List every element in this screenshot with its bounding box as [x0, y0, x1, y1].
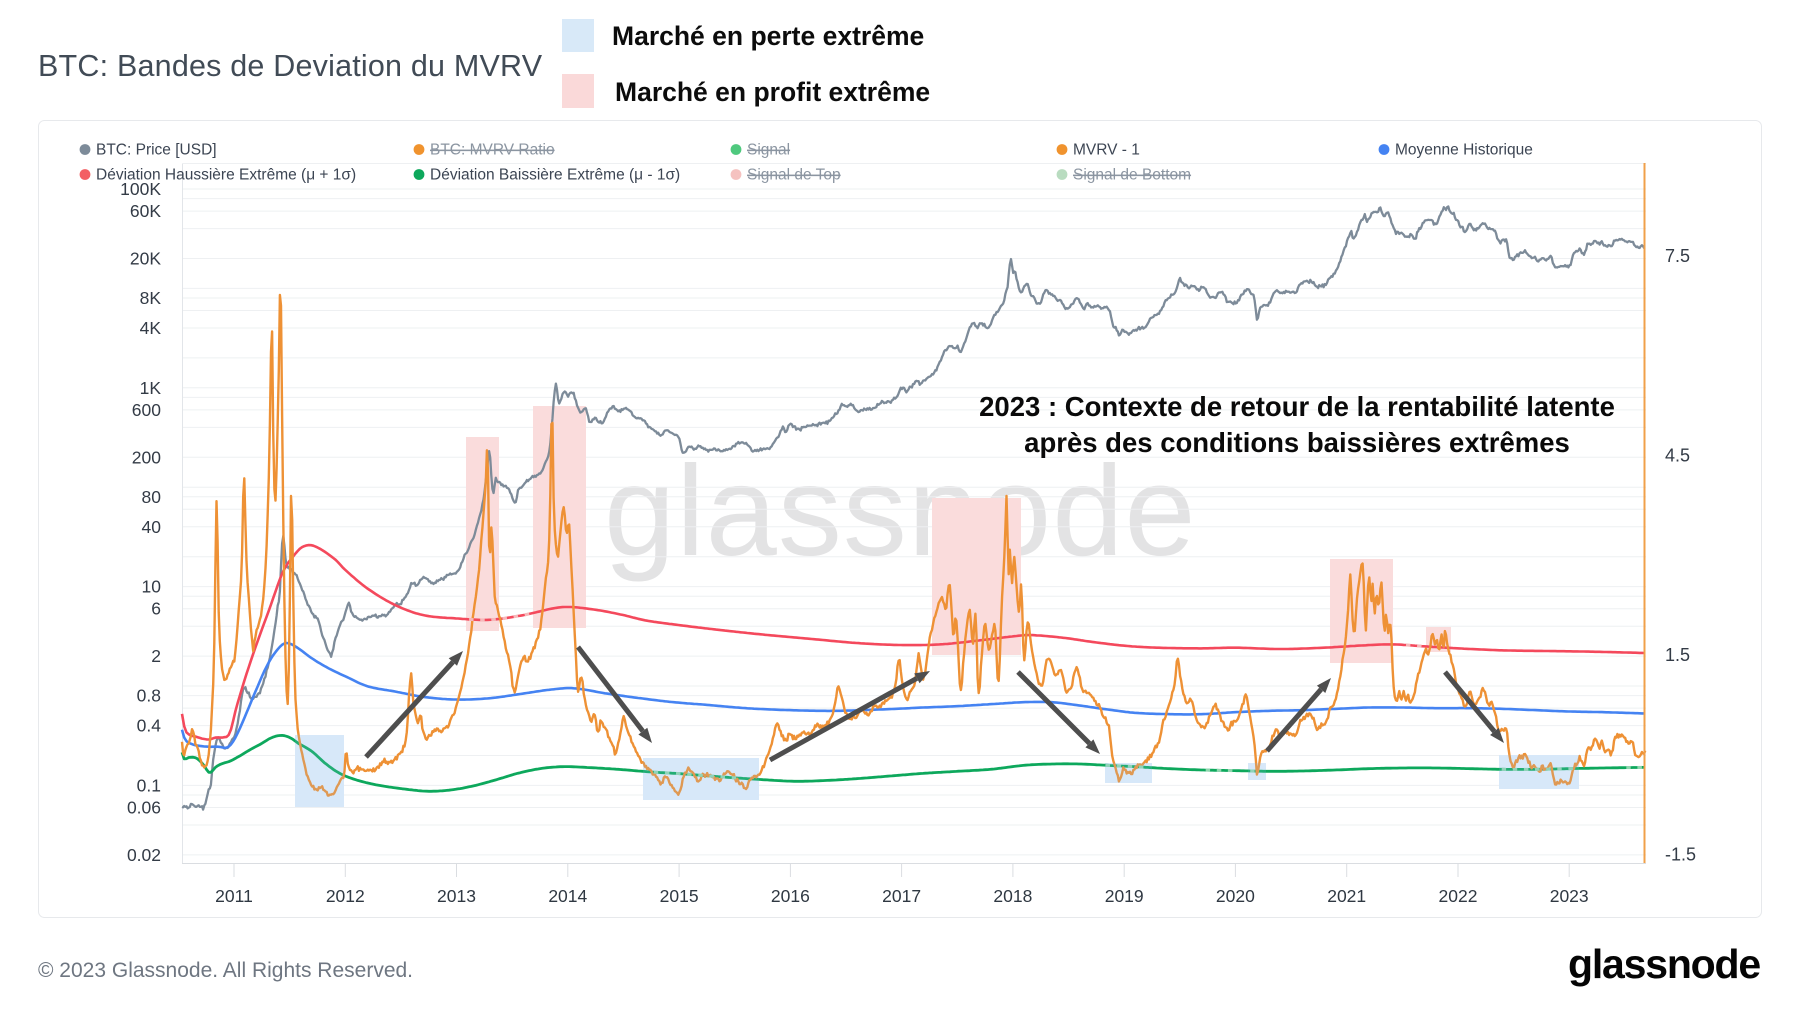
svg-text:BTC: Price [USD]: BTC: Price [USD]: [96, 142, 217, 159]
svg-text:après des conditions baissière: après des conditions baissières extrêmes: [1024, 427, 1570, 458]
svg-text:2014: 2014: [548, 886, 587, 906]
svg-text:2012: 2012: [326, 886, 365, 906]
svg-text:2020: 2020: [1216, 886, 1255, 906]
svg-text:glassnode: glassnode: [604, 440, 1197, 583]
svg-text:BTC: Bandes de Deviation du MV: BTC: Bandes de Deviation du MVRV: [38, 49, 543, 83]
svg-text:Signal de Bottom: Signal de Bottom: [1073, 167, 1191, 184]
svg-text:8K: 8K: [140, 288, 162, 308]
svg-text:7.5: 7.5: [1665, 246, 1690, 266]
svg-text:600: 600: [132, 400, 161, 420]
svg-text:2021: 2021: [1327, 886, 1366, 906]
svg-text:0.1: 0.1: [137, 775, 161, 795]
svg-text:6: 6: [151, 599, 161, 619]
svg-text:0.02: 0.02: [127, 845, 161, 865]
svg-text:80: 80: [142, 487, 162, 507]
svg-text:MVRV - 1: MVRV - 1: [1073, 142, 1140, 159]
svg-text:0.8: 0.8: [137, 686, 161, 706]
svg-text:2022: 2022: [1439, 886, 1478, 906]
svg-text:2011: 2011: [215, 886, 253, 906]
svg-text:40: 40: [142, 517, 162, 537]
svg-text:2019: 2019: [1105, 886, 1144, 906]
svg-text:Déviation Haussière Extrême (μ: Déviation Haussière Extrême (μ + 1σ): [96, 167, 356, 184]
svg-text:0.4: 0.4: [137, 716, 162, 736]
svg-text:2017: 2017: [882, 886, 921, 906]
svg-text:200: 200: [132, 447, 161, 467]
svg-text:4.5: 4.5: [1665, 446, 1690, 466]
svg-text:1.5: 1.5: [1665, 645, 1690, 665]
svg-text:4K: 4K: [140, 318, 162, 338]
svg-text:20K: 20K: [130, 249, 161, 269]
svg-text:10: 10: [142, 577, 162, 597]
svg-text:glassnode: glassnode: [1568, 941, 1760, 987]
svg-text:2023: 2023: [1550, 886, 1589, 906]
svg-text:BTC: MVRV Ratio: BTC: MVRV Ratio: [430, 142, 555, 159]
svg-text:Signal de Top: Signal de Top: [747, 167, 841, 184]
svg-text:Déviation Baissière Extrême (μ: Déviation Baissière Extrême (μ - 1σ): [430, 167, 680, 184]
svg-text:2023 : Contexte de retour de l: 2023 : Contexte de retour de la rentabil…: [979, 391, 1615, 422]
svg-text:2015: 2015: [660, 886, 699, 906]
svg-text:-1.5: -1.5: [1665, 844, 1696, 864]
svg-text:60K: 60K: [130, 201, 161, 221]
svg-text:2016: 2016: [771, 886, 810, 906]
svg-text:1K: 1K: [140, 378, 162, 398]
svg-text:Marché en profit extrême: Marché en profit extrême: [615, 77, 930, 107]
svg-text:Marché en perte extrême: Marché en perte extrême: [612, 21, 924, 51]
svg-text:Moyenne Historique: Moyenne Historique: [1395, 142, 1533, 159]
svg-text:2018: 2018: [993, 886, 1032, 906]
svg-text:2013: 2013: [437, 886, 476, 906]
svg-text:© 2023 Glassnode. All Rights R: © 2023 Glassnode. All Rights Reserved.: [38, 959, 413, 982]
svg-text:0.06: 0.06: [127, 798, 161, 818]
svg-text:Signal: Signal: [747, 142, 790, 159]
svg-text:2: 2: [151, 646, 161, 666]
